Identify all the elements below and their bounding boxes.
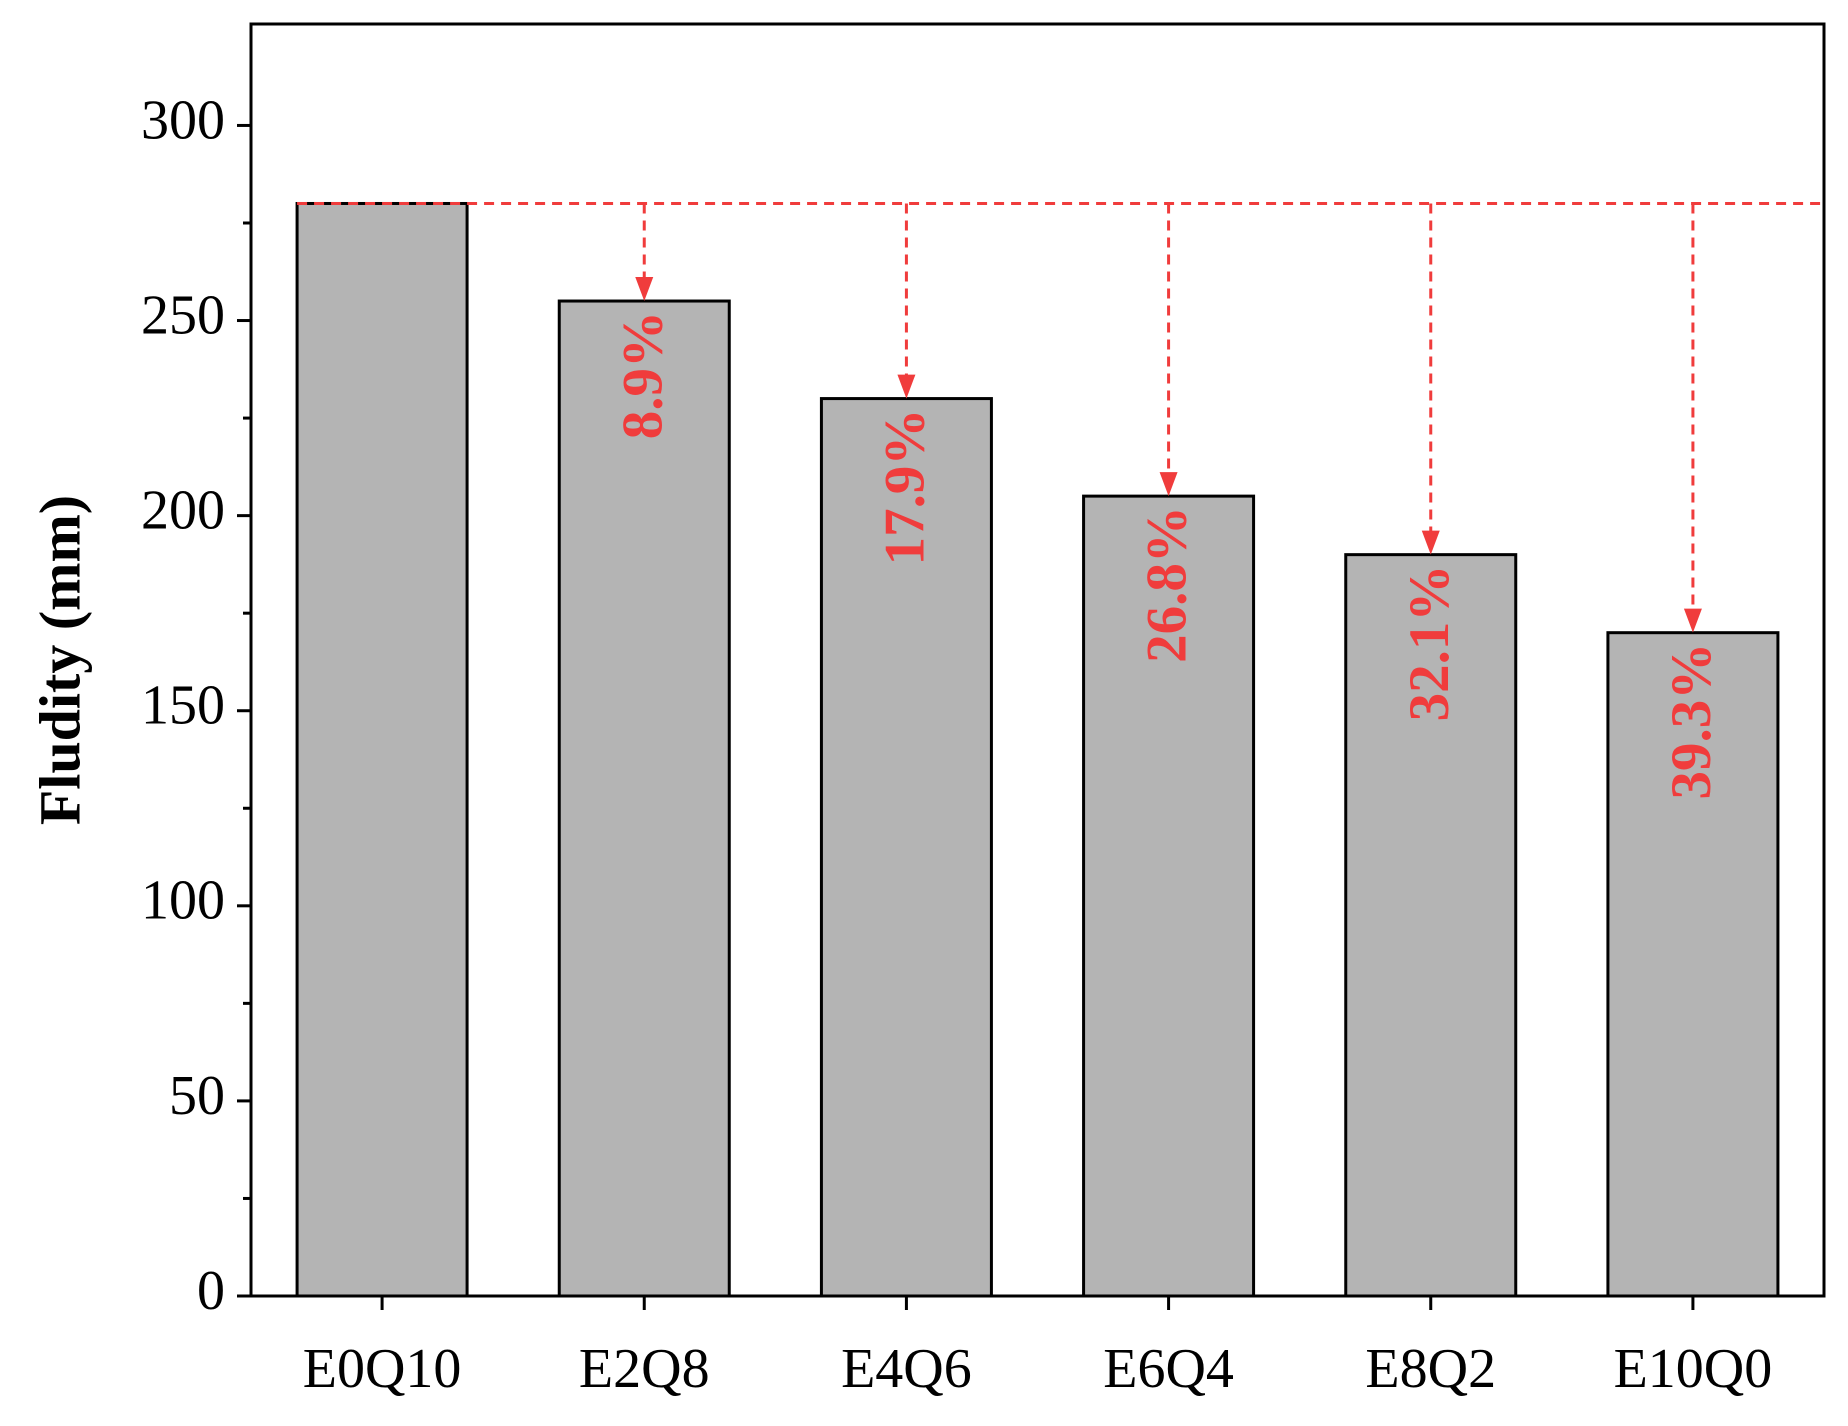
y-tick-label: 150 (141, 675, 225, 737)
x-tick-label: E4Q6 (841, 1338, 972, 1400)
reduction-label: 32.1% (1398, 565, 1461, 722)
y-tick-label: 200 (141, 479, 225, 541)
y-tick-label: 50 (169, 1065, 225, 1127)
arrow-head (1159, 472, 1178, 497)
arrow-head (1683, 608, 1702, 633)
bar (295, 201, 469, 1298)
x-tick-label: E8Q2 (1365, 1338, 1496, 1400)
plot-frame (249, 22, 1826, 1298)
arrow-head (635, 277, 654, 302)
reduction-label: 8.9% (611, 311, 674, 439)
reduction-label: 17.9% (873, 409, 936, 566)
x-tick-label: E6Q4 (1103, 1338, 1234, 1400)
y-tick-label: 250 (141, 284, 225, 346)
x-tick-label: E2Q8 (579, 1338, 710, 1400)
bar (1082, 494, 1256, 1298)
bar (1606, 631, 1780, 1298)
bar (819, 397, 993, 1298)
reduction-label: 26.8% (1136, 506, 1199, 663)
arrow-head (897, 374, 916, 399)
arrow-head (1421, 530, 1440, 555)
y-tick-label: 100 (141, 870, 225, 932)
reduction-label: 39.3% (1660, 643, 1723, 800)
y-tick-label: 300 (141, 89, 225, 151)
x-tick-label: E0Q10 (303, 1338, 462, 1400)
y-tick-label: 0 (197, 1260, 225, 1322)
y-axis-label: Fludity (mm) (27, 495, 92, 825)
x-tick-label: E10Q0 (1614, 1338, 1773, 1400)
bar (557, 299, 731, 1298)
